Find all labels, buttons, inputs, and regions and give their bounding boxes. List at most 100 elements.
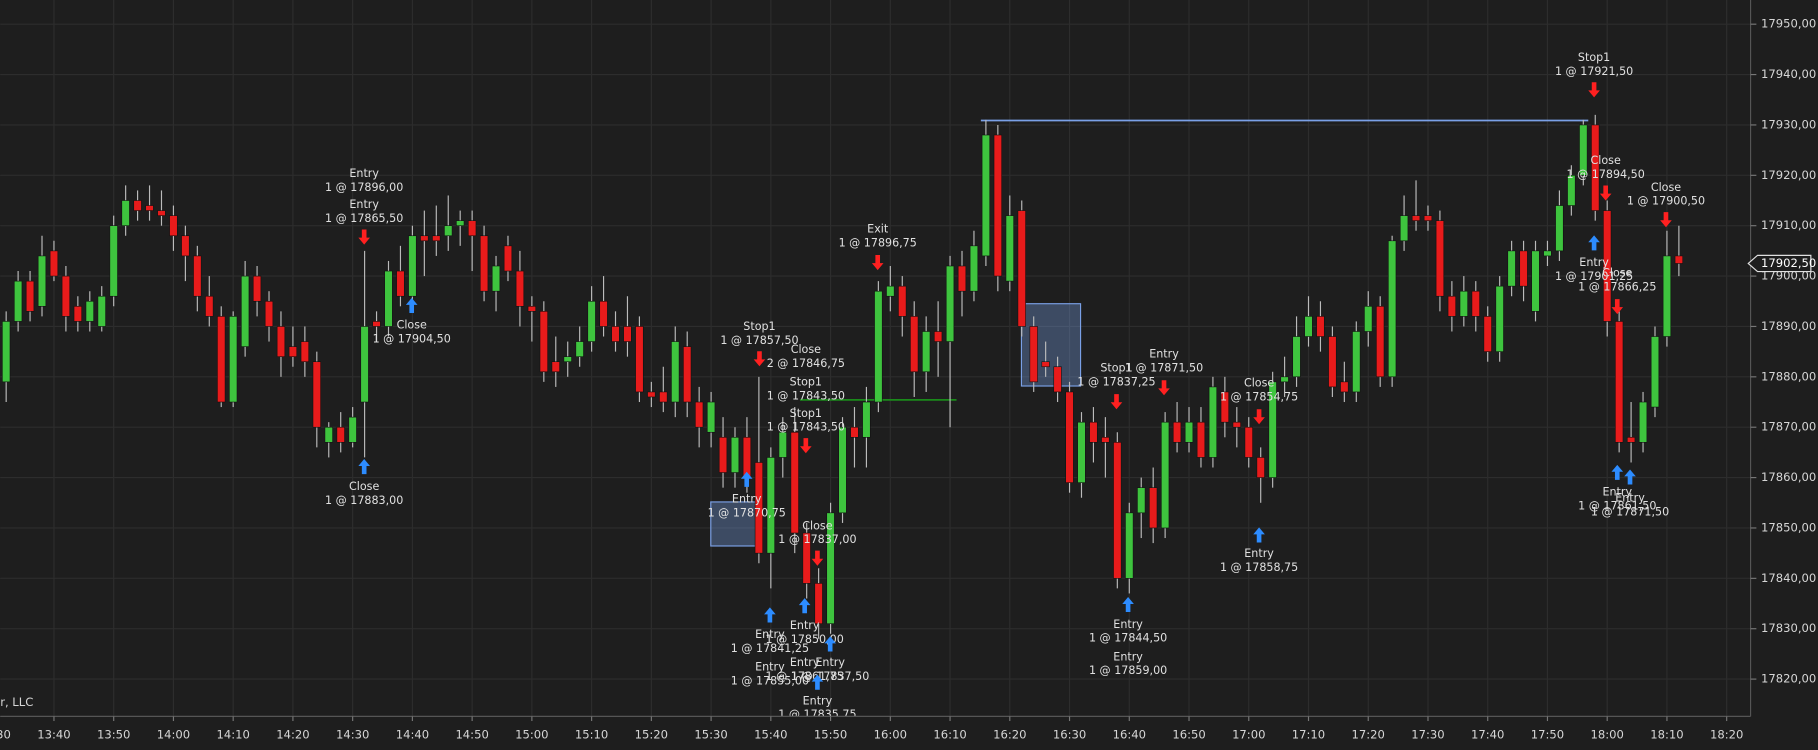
- candle-body: [1280, 376, 1289, 383]
- annotation-detail: 1 @ 17854,75: [1220, 391, 1298, 404]
- candle-body: [683, 346, 692, 403]
- candle-body: [217, 316, 226, 403]
- x-tick-label: 16:50: [1172, 727, 1205, 741]
- candle-body: [623, 326, 632, 342]
- annotation-title: Close: [1591, 154, 1621, 167]
- y-tick-label: 17840,00: [1761, 571, 1816, 585]
- candle-body: [336, 426, 345, 443]
- candle-body: [73, 306, 82, 322]
- candle-body: [145, 205, 154, 211]
- candle-body: [1615, 321, 1624, 443]
- x-tick-label: 17:10: [1292, 727, 1325, 741]
- annotation-detail: 1 @ 17871,50: [1125, 362, 1203, 375]
- annotation-detail: 1 @ 17896,75: [839, 236, 917, 249]
- annotation-title: Close: [802, 519, 832, 532]
- annotation-detail: 1 @ 17857,50: [720, 334, 798, 347]
- y-tick-label: 17930,00: [1761, 117, 1816, 131]
- price-marker: [1747, 254, 1812, 273]
- candle-body: [1005, 215, 1014, 282]
- candle-body: [1101, 436, 1110, 443]
- candle-body: [1304, 316, 1313, 337]
- candle-body: [1459, 290, 1468, 317]
- candle-body: [1423, 215, 1433, 221]
- candle-body: [1316, 316, 1325, 337]
- candle-body: [1268, 381, 1277, 478]
- annotation-title: Entry: [1615, 491, 1645, 504]
- candle-body: [109, 225, 118, 297]
- annotation-detail: 1 @ 17871,50: [1591, 505, 1669, 518]
- candle-body: [1137, 487, 1146, 514]
- candle-body: [1089, 421, 1098, 443]
- candle-body: [61, 275, 71, 317]
- candle-body: [157, 210, 166, 216]
- trade-arrow: [1253, 409, 1265, 425]
- y-tick-label: 17870,00: [1761, 420, 1816, 434]
- trade-arrow: [1122, 596, 1134, 613]
- candle-body: [1483, 316, 1492, 352]
- x-tick-label: 17:50: [1531, 727, 1564, 741]
- annotation-title: Close: [1602, 267, 1632, 280]
- trade-arrow: [1110, 394, 1123, 410]
- annotation-detail: 1 @ 17855,00: [731, 675, 809, 688]
- y-tick-label: 17950,00: [1761, 17, 1816, 31]
- annotation-title: Entry: [1602, 486, 1632, 499]
- annotation-title: Entry: [349, 198, 379, 211]
- candle-body: [288, 346, 298, 357]
- x-tick-label: 17:40: [1471, 727, 1504, 741]
- candle-body: [766, 457, 775, 554]
- candle-body: [1017, 210, 1026, 327]
- candle-body: [1591, 124, 1600, 211]
- annotation-detail: 1 @ 17883,00: [325, 494, 403, 507]
- annotation-detail: 2 @ 17846,75: [767, 357, 845, 370]
- trade-arrow: [1588, 235, 1600, 251]
- candle-body: [1113, 442, 1122, 579]
- candle-body: [706, 401, 716, 433]
- trade-arrow: [811, 674, 824, 690]
- candle-body: [193, 255, 202, 297]
- x-tick-label: 13:40: [37, 727, 70, 741]
- annotation-detail: 1 @ 17844,50: [1089, 632, 1167, 645]
- candle-body: [659, 391, 668, 403]
- candle-body: [396, 270, 405, 297]
- trade-arrow: [1253, 527, 1265, 543]
- candle-body: [527, 306, 536, 312]
- candle-body: [181, 235, 190, 257]
- y-tick-label: 17860,00: [1761, 470, 1816, 484]
- candle-body: [1244, 426, 1253, 458]
- axes: 17820,00 17830,00 17840,00 17850,00 17860,00…: [0, 17, 1816, 742]
- trade-arrow: [871, 255, 884, 271]
- annotation-title: Stop1: [790, 376, 822, 389]
- candle-body: [539, 311, 548, 373]
- candle-body: [599, 300, 608, 327]
- annotation-detail: 1 @ 17841,25: [731, 642, 809, 655]
- candle-body: [444, 225, 453, 237]
- y-tick-label: 17830,00: [1761, 621, 1816, 635]
- candle-body: [778, 431, 787, 458]
- candle-body: [384, 270, 393, 327]
- annotation-title: Close: [1244, 377, 1274, 390]
- annotation-title: Exit: [867, 223, 889, 236]
- y-tick-label: 17880,00: [1761, 369, 1816, 383]
- x-tick-label: 17:20: [1352, 727, 1385, 741]
- candle-body: [1435, 220, 1445, 297]
- candle-body: [491, 265, 501, 292]
- candle-body: [25, 280, 35, 312]
- candle-body: [133, 200, 142, 211]
- annotation-title: Entry: [815, 656, 845, 669]
- annotation-title: Stop1: [1578, 51, 1610, 64]
- candle-body: [790, 431, 799, 534]
- candle-body: [945, 265, 955, 342]
- candle-body: [408, 235, 417, 297]
- candle-body: [1399, 215, 1409, 242]
- candle-body: [910, 316, 919, 373]
- annotation-detail: 1 @ 17896,00: [325, 181, 403, 194]
- trade-arrow: [405, 297, 418, 313]
- candle-body: [1519, 250, 1528, 287]
- trade-arrow: [1599, 185, 1612, 201]
- annotation-detail: 1 @ 17837,25: [1077, 376, 1155, 389]
- candle-body: [922, 331, 931, 373]
- candle-body: [1232, 421, 1241, 428]
- candle-body: [1543, 250, 1552, 257]
- grid: [0, 0, 1751, 717]
